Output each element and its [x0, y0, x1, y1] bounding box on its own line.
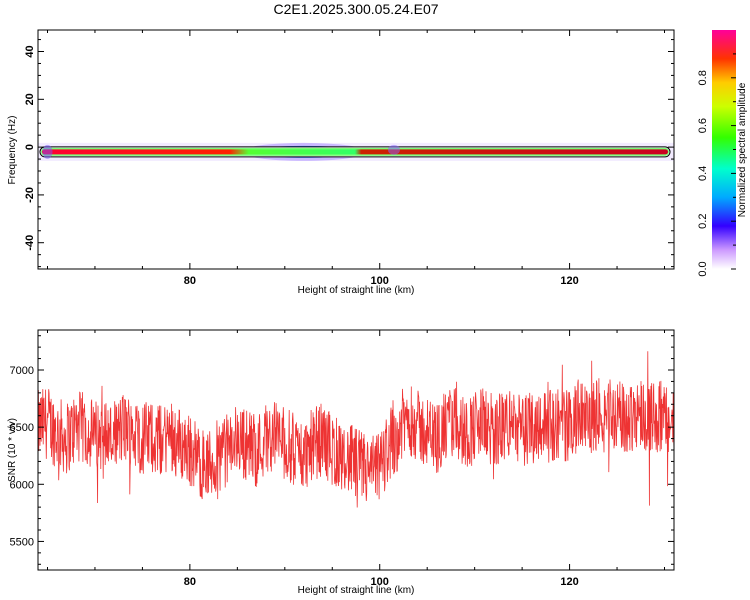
figure-title: C2E1.2025.300.05.24.E07	[273, 1, 438, 17]
snr-xlabel: Height of straight line (km)	[298, 585, 415, 596]
colorbar-label: Normalized spectral amplitude	[737, 82, 748, 217]
spectrogram-ytick-label: 40	[24, 45, 36, 57]
snr-panel: 80 100 120 7000 6500 6000 5500 Height of strai…	[7, 329, 675, 596]
colorbar-gradient	[712, 30, 736, 269]
snr-series-line	[38, 351, 674, 508]
snr-xtick-label: 80	[184, 576, 196, 588]
band-bump	[387, 144, 400, 155]
band-left-bump	[42, 144, 53, 159]
snr-ylabel: SNR (10 * v/v)	[7, 418, 18, 482]
spectrogram-xlabel: Height of straight line (km)	[298, 285, 415, 296]
colorbar-tick-label: 0.4	[697, 166, 709, 181]
spectrogram-ytick-label: 20	[24, 93, 36, 105]
spectrogram-heatmap	[38, 142, 674, 161]
snr-ticks: 80 100 120 7000 6500 6000 5500	[10, 330, 674, 588]
snr-ytick-label: 5500	[10, 536, 34, 548]
spectrogram-ytick-label: -20	[24, 187, 36, 203]
snr-xtick-label: 100	[371, 576, 389, 588]
spectrogram-panel: 80 100 120 40 20 0 -20 -40 Height of straight l…	[7, 29, 675, 296]
snr-xtick-label: 120	[560, 576, 578, 588]
colorbar-tick-label: 0.6	[697, 118, 709, 133]
spectrogram-ylabel: Frequency (Hz)	[7, 116, 18, 185]
colorbar: 0.0 0.2 0.4 0.6 0.8 Normalized spectral ampl…	[697, 30, 748, 277]
snr-ytick-label: 6000	[10, 479, 34, 491]
colorbar-ticks: 0.0 0.2 0.4 0.6 0.8	[697, 53, 736, 277]
colorbar-tick-label: 0.2	[697, 214, 709, 229]
spectrogram-xtick-label: 100	[371, 275, 389, 287]
snr-ytick-label: 7000	[10, 365, 34, 377]
snr-ytick-label: 6500	[10, 422, 34, 434]
spectrogram-ytick-label: -40	[24, 235, 36, 251]
spectrogram-xtick-label: 80	[184, 275, 196, 287]
colorbar-tick-label: 0.8	[697, 70, 709, 85]
spectrogram-xtick-label: 120	[560, 275, 578, 287]
band-core	[42, 149, 668, 155]
spectrogram-ytick-label: 0	[24, 144, 36, 150]
colorbar-tick-label: 0.0	[697, 261, 709, 276]
spectrogram-ticks: 80 100 120 40 20 0 -20 -40	[24, 30, 674, 287]
spectrogram-frame	[37, 29, 675, 270]
